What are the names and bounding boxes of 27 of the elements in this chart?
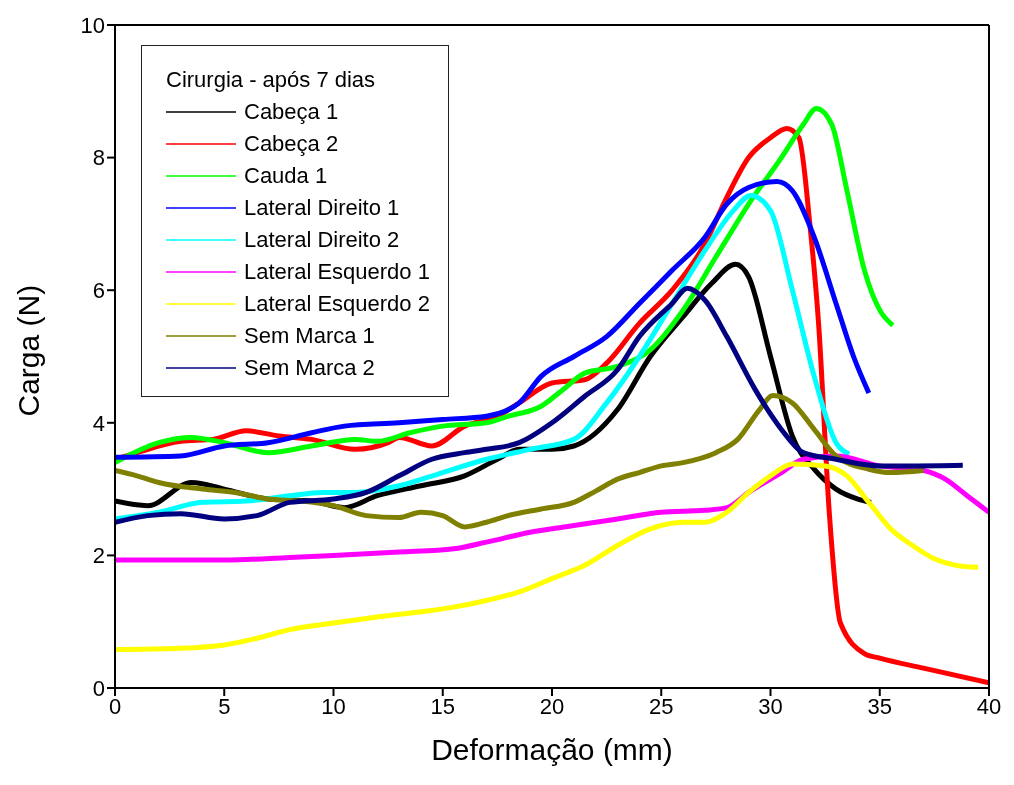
y-tick-label: 0 bbox=[92, 675, 105, 701]
x-tick-label: 30 bbox=[758, 693, 783, 719]
y-tick-label: 6 bbox=[92, 278, 105, 304]
y-tick-label: 8 bbox=[92, 145, 105, 171]
legend-label: Cabeça 2 bbox=[244, 130, 339, 158]
x-tick-label: 10 bbox=[321, 693, 346, 719]
legend-title: Cirurgia - após 7 dias bbox=[166, 66, 377, 94]
y-tick-label: 4 bbox=[92, 410, 105, 436]
x-tick-label: 15 bbox=[430, 693, 455, 719]
y-tick-label: 2 bbox=[92, 543, 105, 569]
y-axis-title: Carga (N) bbox=[11, 284, 45, 417]
x-tick-label: 40 bbox=[976, 693, 1002, 719]
legend-label: Lateral Direito 1 bbox=[244, 194, 400, 222]
legend-label: Sem Marca 1 bbox=[244, 322, 375, 350]
legend-label: Cauda 1 bbox=[244, 162, 328, 190]
legend-label: Lateral Esquerdo 2 bbox=[244, 290, 430, 318]
x-axis-title: Deformação (mm) bbox=[431, 733, 673, 766]
x-tick-label: 0 bbox=[108, 693, 122, 719]
legend-label: Sem Marca 2 bbox=[244, 354, 375, 382]
legend-label: Lateral Direito 2 bbox=[244, 226, 400, 254]
x-tick-label: 5 bbox=[218, 693, 231, 719]
legend-label: Lateral Esquerdo 1 bbox=[244, 258, 430, 286]
legend-label: Cabeça 1 bbox=[244, 98, 339, 126]
y-tick-label: 10 bbox=[80, 12, 105, 38]
x-tick-label: 20 bbox=[539, 693, 565, 719]
x-tick-label: 25 bbox=[649, 693, 674, 719]
x-tick-label: 35 bbox=[867, 693, 892, 719]
